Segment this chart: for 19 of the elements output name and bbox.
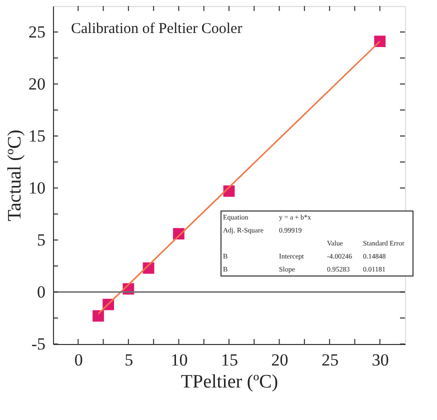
x-tick-label: 5 [124, 350, 134, 370]
y-axis-title: Tactual (ºC) [4, 130, 26, 222]
y-tick-label: 5 [37, 230, 46, 250]
x-tick-label: 0 [74, 350, 83, 370]
y-tick-label: 25 [28, 22, 46, 42]
x-tick-label: 20 [271, 350, 288, 370]
point [374, 36, 386, 48]
x-tick-label: 30 [372, 350, 389, 370]
y-tick-label: 10 [28, 178, 46, 198]
y-tick-label: -5 [31, 334, 46, 354]
text: Calibration of Peltier Cooler [71, 21, 242, 37]
x-axis-title: TPeltier (ºC) [180, 372, 278, 392]
x-tick-label: 25 [322, 350, 339, 370]
y-tick-label: 15 [28, 126, 46, 146]
y-tick-label: 0 [37, 282, 46, 302]
x-tick-label: 10 [170, 350, 188, 370]
x-tick-label: 15 [221, 350, 238, 370]
point [92, 310, 104, 322]
y-tick-label: 20 [28, 74, 46, 94]
